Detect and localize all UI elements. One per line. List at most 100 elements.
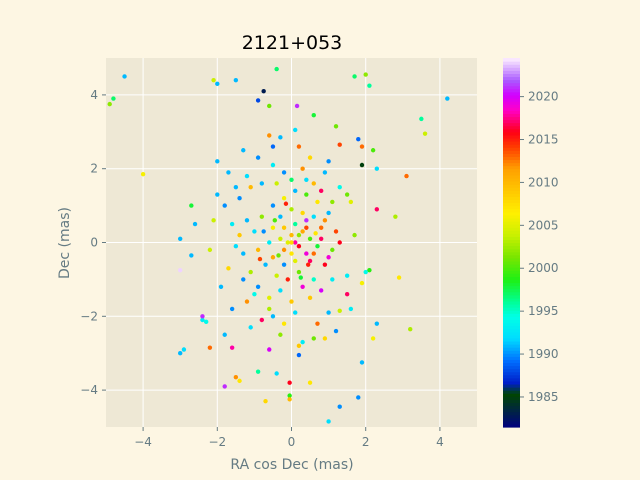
colorbar-segment <box>503 365 520 370</box>
data-point <box>311 112 316 118</box>
data-point <box>255 98 261 103</box>
colorbar-segment <box>503 233 520 237</box>
y-axis-label: Dec (mas) <box>57 207 73 279</box>
data-point <box>244 218 250 223</box>
colorbar-segment <box>503 316 520 320</box>
colorbar-segment <box>503 107 520 111</box>
colorbar-segment <box>503 304 520 308</box>
data-point <box>267 133 272 138</box>
colorbar-segment <box>503 122 520 127</box>
colorbar-segment <box>503 202 520 207</box>
data-point <box>107 101 112 107</box>
colorbar-segment <box>503 113 520 118</box>
data-point <box>278 236 283 242</box>
data-point <box>283 201 289 206</box>
data-point <box>322 336 328 341</box>
data-point <box>270 144 276 149</box>
data-point <box>359 162 365 168</box>
data-point <box>215 81 220 87</box>
colorbar-segment <box>503 294 520 299</box>
x-tick-label: −4 <box>134 435 152 449</box>
data-point <box>200 317 205 323</box>
colorbar-segment <box>503 236 520 241</box>
data-point <box>344 291 350 297</box>
data-points <box>107 66 450 424</box>
data-point <box>393 214 398 219</box>
colorbar-segment <box>503 171 520 176</box>
y-tick-label: −4 <box>80 383 98 397</box>
colorbar-segment <box>503 291 520 296</box>
data-point <box>244 299 250 304</box>
data-point <box>293 310 298 315</box>
data-point <box>315 243 320 249</box>
colorbar-segment <box>503 156 520 161</box>
colorbar-segment <box>503 337 520 342</box>
data-point <box>203 319 209 325</box>
data-point <box>211 77 216 83</box>
colorbar-segment <box>503 270 520 274</box>
data-point <box>255 284 261 289</box>
data-point <box>278 332 283 337</box>
data-point <box>296 343 302 349</box>
colorbar-segment <box>503 88 520 93</box>
data-point <box>296 144 302 149</box>
colorbar-tick-label: 2015 <box>528 133 559 147</box>
colorbar-segment <box>503 227 520 231</box>
colorbar-segment <box>503 79 520 84</box>
data-point <box>315 321 320 326</box>
data-point <box>333 328 339 334</box>
colorbar-segment <box>503 307 520 311</box>
data-point <box>207 345 213 350</box>
colorbar-segment <box>503 82 520 87</box>
colorbar-segment <box>503 230 520 234</box>
data-point <box>408 327 413 332</box>
data-point <box>326 310 331 315</box>
data-point <box>178 236 183 242</box>
data-point <box>233 77 239 83</box>
data-point <box>289 251 294 256</box>
colorbar-segment <box>503 417 520 422</box>
data-point <box>374 166 380 171</box>
x-axis-label: RA cos Dec (mas) <box>230 457 353 473</box>
data-point <box>318 225 324 230</box>
data-point <box>300 339 305 345</box>
colorbar-segment <box>503 119 520 124</box>
data-point <box>322 262 328 267</box>
colorbar-segment <box>503 408 520 413</box>
colorbar-segment <box>503 383 520 388</box>
colorbar-segment <box>503 377 520 382</box>
data-point <box>326 210 331 216</box>
data-point <box>296 352 302 358</box>
colorbar-segment <box>503 334 520 339</box>
data-point <box>367 267 372 273</box>
data-point <box>294 103 300 109</box>
data-point <box>289 240 294 245</box>
data-point <box>333 124 339 129</box>
data-point <box>189 253 194 258</box>
colorbar-segment <box>503 387 520 391</box>
data-point <box>359 144 365 149</box>
colorbar-segment <box>503 162 520 167</box>
colorbar-segment <box>503 58 520 62</box>
data-point <box>211 218 216 223</box>
data-point <box>222 332 227 337</box>
data-point <box>304 225 309 230</box>
colorbar-segment <box>503 150 520 154</box>
data-point <box>270 203 276 208</box>
colorbar-segment <box>503 134 520 139</box>
colorbar-tick-label: 1995 <box>528 304 559 318</box>
data-point <box>111 96 116 101</box>
data-point <box>255 369 261 374</box>
colorbar-segment <box>503 399 520 403</box>
data-point <box>272 218 278 223</box>
colorbar-tick-label: 1985 <box>528 390 559 404</box>
colorbar-segment <box>503 168 520 173</box>
data-point <box>311 181 316 186</box>
colorbar-segment <box>503 313 520 317</box>
data-point <box>307 258 313 264</box>
data-point <box>359 280 365 286</box>
colorbar-segment <box>503 420 520 425</box>
colorbar-segment <box>503 76 520 81</box>
colorbar-segment <box>503 94 520 99</box>
data-point <box>307 295 313 301</box>
